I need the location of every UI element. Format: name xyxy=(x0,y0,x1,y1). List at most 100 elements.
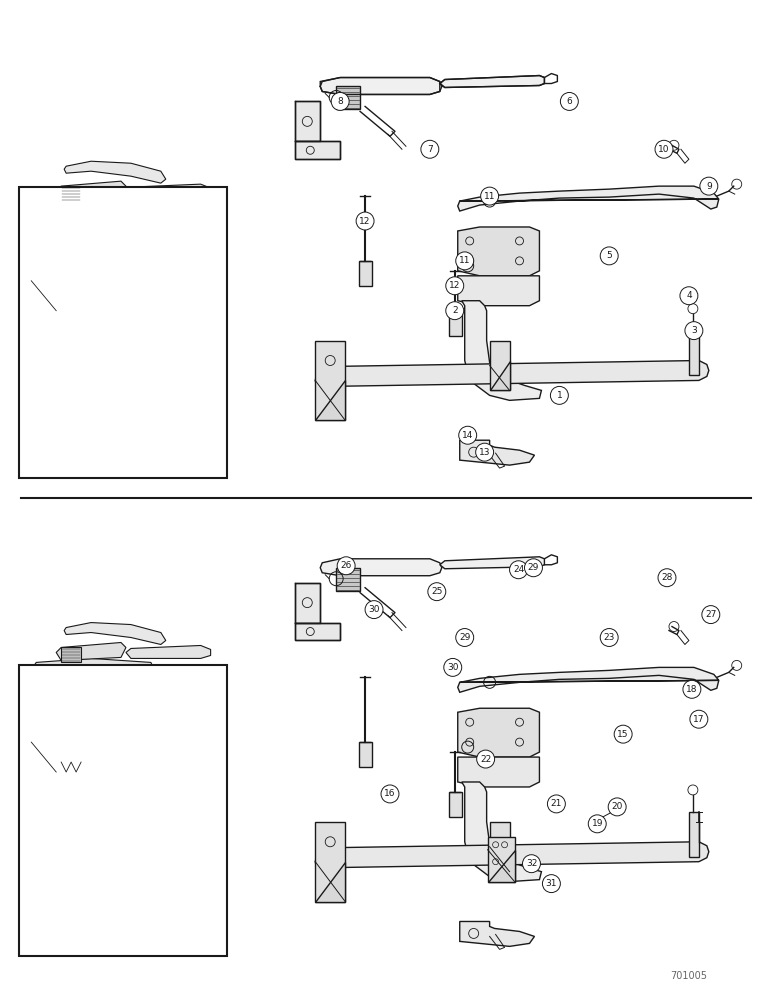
Text: 6: 6 xyxy=(567,97,572,106)
Circle shape xyxy=(455,629,474,646)
Text: 24: 24 xyxy=(513,565,524,574)
Polygon shape xyxy=(99,732,121,762)
Text: 13: 13 xyxy=(479,448,490,457)
Polygon shape xyxy=(32,295,181,317)
Polygon shape xyxy=(32,692,61,752)
Polygon shape xyxy=(460,440,534,465)
Circle shape xyxy=(524,559,543,577)
Polygon shape xyxy=(440,76,544,87)
Polygon shape xyxy=(489,842,510,872)
Text: 5: 5 xyxy=(606,251,612,260)
Polygon shape xyxy=(462,301,541,400)
Polygon shape xyxy=(460,921,534,946)
Text: 28: 28 xyxy=(662,573,672,582)
Text: 23: 23 xyxy=(604,633,615,642)
Polygon shape xyxy=(99,271,121,301)
Text: 18: 18 xyxy=(686,685,698,694)
Circle shape xyxy=(700,177,718,195)
Bar xyxy=(19,665,226,956)
Polygon shape xyxy=(320,78,440,94)
Polygon shape xyxy=(32,231,61,291)
Polygon shape xyxy=(101,221,126,281)
Polygon shape xyxy=(296,623,340,640)
Circle shape xyxy=(615,725,632,743)
Text: 19: 19 xyxy=(591,819,603,828)
Text: 15: 15 xyxy=(618,730,629,739)
Polygon shape xyxy=(315,361,709,390)
Polygon shape xyxy=(336,86,360,109)
Circle shape xyxy=(365,601,383,619)
Circle shape xyxy=(658,569,676,587)
Polygon shape xyxy=(315,862,345,902)
Polygon shape xyxy=(449,311,462,336)
Text: 11: 11 xyxy=(484,192,496,201)
Circle shape xyxy=(683,680,701,698)
Circle shape xyxy=(550,386,568,404)
Text: 20: 20 xyxy=(611,802,623,811)
Text: 14: 14 xyxy=(462,431,473,440)
Polygon shape xyxy=(126,645,211,658)
Circle shape xyxy=(547,795,565,813)
Circle shape xyxy=(680,287,698,305)
Polygon shape xyxy=(336,568,360,591)
Polygon shape xyxy=(296,583,320,623)
Polygon shape xyxy=(32,281,61,311)
Circle shape xyxy=(685,322,703,340)
Text: 27: 27 xyxy=(705,610,716,619)
Circle shape xyxy=(523,855,540,873)
Polygon shape xyxy=(315,341,345,420)
Circle shape xyxy=(510,561,527,579)
Polygon shape xyxy=(296,101,320,141)
Polygon shape xyxy=(32,756,181,778)
Text: 10: 10 xyxy=(659,145,670,154)
Polygon shape xyxy=(458,667,719,692)
Circle shape xyxy=(421,140,438,158)
Text: 1: 1 xyxy=(557,391,562,400)
Text: 30: 30 xyxy=(447,663,459,672)
Text: 16: 16 xyxy=(384,789,396,798)
Polygon shape xyxy=(458,276,540,306)
Polygon shape xyxy=(32,742,61,772)
Text: 12: 12 xyxy=(449,281,460,290)
Circle shape xyxy=(600,247,618,265)
Polygon shape xyxy=(689,812,699,857)
Polygon shape xyxy=(458,227,540,276)
Polygon shape xyxy=(101,682,126,742)
Polygon shape xyxy=(689,331,699,375)
Polygon shape xyxy=(488,837,514,882)
Circle shape xyxy=(445,277,464,295)
Circle shape xyxy=(608,798,626,816)
Polygon shape xyxy=(449,792,462,817)
Circle shape xyxy=(356,212,374,230)
Circle shape xyxy=(588,815,606,833)
Circle shape xyxy=(455,252,474,270)
Polygon shape xyxy=(320,559,442,576)
Text: 2: 2 xyxy=(452,306,458,315)
Circle shape xyxy=(428,583,445,601)
Circle shape xyxy=(381,785,399,803)
Polygon shape xyxy=(29,197,156,221)
Polygon shape xyxy=(440,557,544,569)
Polygon shape xyxy=(64,161,166,183)
Polygon shape xyxy=(29,658,156,682)
Text: 26: 26 xyxy=(340,561,352,570)
Circle shape xyxy=(690,710,708,728)
Circle shape xyxy=(600,629,618,646)
Polygon shape xyxy=(458,757,540,787)
Polygon shape xyxy=(126,184,211,197)
Polygon shape xyxy=(56,642,126,660)
Circle shape xyxy=(543,875,560,893)
Circle shape xyxy=(481,187,499,205)
Polygon shape xyxy=(61,186,81,201)
Text: 4: 4 xyxy=(686,291,692,300)
Text: 32: 32 xyxy=(526,859,537,868)
Text: 11: 11 xyxy=(459,256,470,265)
Text: 8: 8 xyxy=(337,97,343,106)
Text: 701005: 701005 xyxy=(670,971,707,981)
Circle shape xyxy=(476,750,495,768)
Polygon shape xyxy=(56,181,126,199)
Bar xyxy=(19,187,226,478)
Polygon shape xyxy=(488,850,514,882)
Circle shape xyxy=(702,606,720,624)
Polygon shape xyxy=(315,380,345,420)
